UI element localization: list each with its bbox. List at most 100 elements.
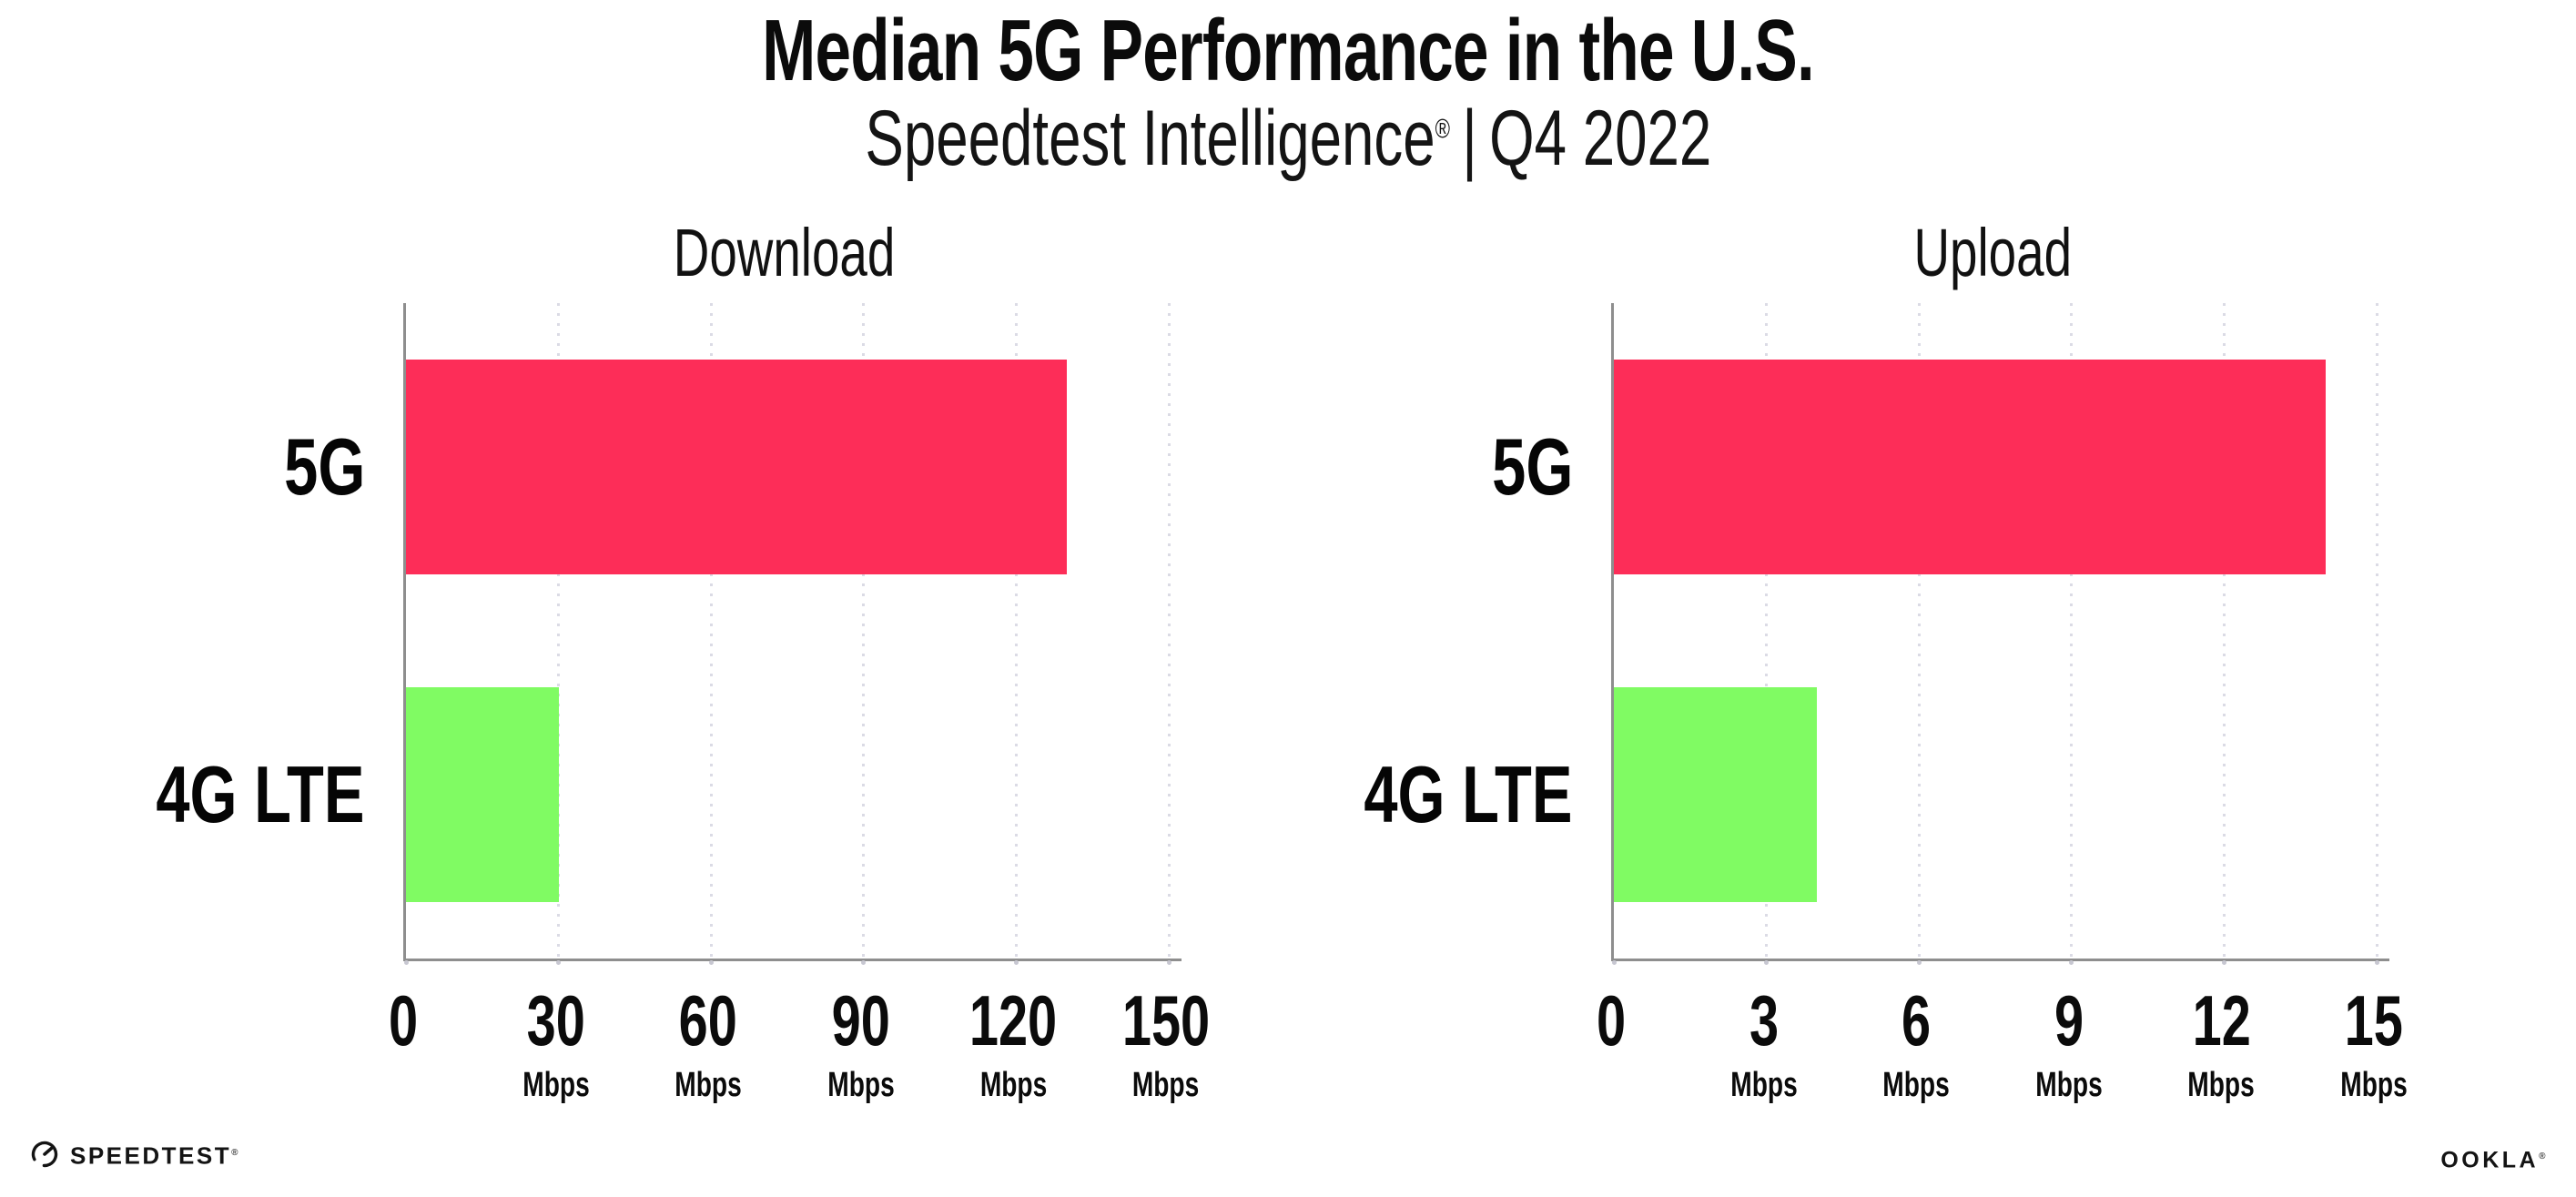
x-tick-label-6: 6 Mbps [1871, 985, 1962, 1103]
tick-mark-90 [861, 960, 867, 965]
gridline-120 [1014, 303, 1018, 959]
speedtest-registered-mark: ® [231, 1147, 240, 1158]
tick-mark-3 [1764, 960, 1770, 965]
x-tick-number-wrap: 12 [2176, 985, 2267, 1056]
x-tick-unit: Mbps [1132, 1066, 1200, 1104]
speedtest-wordmark: SPEEDTEST® [70, 1141, 240, 1170]
x-tick-label-9: 9 Mbps [2023, 985, 2114, 1103]
x-tick-number: 150 [1121, 980, 1211, 1060]
y-axis-label-text: 4G LTE [1364, 749, 1573, 839]
x-tick-unit: Mbps [2340, 1066, 2408, 1104]
x-tick-label-3: 3 Mbps [1719, 985, 1809, 1103]
chart-title-download: Download [403, 217, 1166, 289]
x-tick-unit-wrap: Mbps [2328, 1067, 2419, 1103]
x-tick-unit-wrap: Mbps [1871, 1067, 1962, 1103]
gridline-12 [2222, 303, 2226, 959]
gridline-15 [2375, 303, 2378, 959]
y-axis-label-text: 5G [1491, 421, 1573, 512]
x-tick-unit: Mbps [2035, 1066, 2103, 1104]
gridline-3 [1765, 303, 1769, 959]
tick-mark-15 [2374, 960, 2379, 965]
x-tick-number: 9 [2054, 980, 2084, 1060]
tick-mark-6 [1916, 960, 1922, 965]
tick-mark-12 [2221, 960, 2226, 965]
x-tick-number-wrap: 9 [2023, 985, 2114, 1056]
subtitle-period: Q4 2022 [1488, 95, 1711, 182]
chart-title-text: Upload [1913, 215, 2072, 290]
x-tick-unit-wrap: Mbps [1719, 1067, 1809, 1103]
gridline-9 [2070, 303, 2074, 959]
x-tick-label-0: 0 [383, 985, 422, 1056]
tick-mark-120 [1013, 960, 1019, 965]
x-tick-unit: Mbps [1882, 1066, 1950, 1104]
page-subtitle-text: Speedtest Intelligence® | Q4 2022 [865, 95, 1711, 182]
subtitle-separator: | [1461, 95, 1477, 182]
y-axis-label-4g-lte: 4G LTE [1227, 755, 1573, 835]
x-tick-number-wrap: 3 [1719, 985, 1809, 1056]
speedtest-logo: SPEEDTEST® [30, 1140, 240, 1169]
tick-mark-150 [1166, 960, 1171, 965]
x-tick-unit-wrap: Mbps [664, 1067, 754, 1103]
x-tick-number: 3 [1749, 980, 1779, 1060]
x-tick-number-wrap: 6 [1871, 985, 1962, 1056]
bar-4g-lte [1614, 687, 1818, 902]
tick-mark-30 [556, 960, 562, 965]
x-tick-unit: Mbps [1729, 1066, 1798, 1104]
x-axis-line [1611, 959, 2389, 961]
x-tick-label-15: 15 Mbps [2328, 985, 2419, 1103]
page-title: Median 5G Performance in the U.S. [0, 4, 2576, 98]
ookla-logo: OOKLA® [2440, 1145, 2549, 1172]
x-tick-unit: Mbps [674, 1066, 742, 1104]
ookla-registered-mark: ® [2539, 1151, 2549, 1161]
y-axis-label-5g: 5G [1227, 427, 1573, 507]
registered-mark: ® [1435, 114, 1450, 145]
gridline-150 [1167, 303, 1171, 959]
plot-area-upload [1611, 303, 2389, 965]
x-tick-number-wrap: 90 [816, 985, 906, 1056]
x-tick-label-120: 120 Mbps [954, 985, 1072, 1103]
speedtest-label: SPEEDTEST [70, 1141, 232, 1170]
y-axis-label-text: 5G [283, 421, 365, 512]
x-tick-unit-wrap: Mbps [2176, 1067, 2267, 1103]
tick-mark-60 [708, 960, 714, 965]
tick-mark-9 [2069, 960, 2074, 965]
page-title-text: Median 5G Performance in the U.S. [762, 2, 1815, 99]
gridline-6 [1917, 303, 1921, 959]
x-tick-number: 15 [2344, 980, 2404, 1060]
x-tick-unit: Mbps [2187, 1066, 2256, 1104]
bar-5g [1614, 360, 2327, 574]
x-tick-label-12: 12 Mbps [2176, 985, 2267, 1103]
x-tick-unit: Mbps [522, 1066, 590, 1104]
plot-area-download [403, 303, 1182, 965]
x-tick-unit: Mbps [979, 1066, 1048, 1104]
x-tick-label-150: 150 Mbps [1107, 985, 1225, 1103]
tick-mark-0 [403, 960, 409, 965]
x-tick-label-30: 30 Mbps [511, 985, 601, 1103]
x-tick-number-wrap: 30 [511, 985, 601, 1056]
bar-5g [406, 360, 1068, 574]
x-tick-number: 6 [1902, 980, 1932, 1060]
tick-mark-0 [1611, 960, 1617, 965]
chart-title-upload: Upload [1611, 217, 2374, 289]
gridline-30 [557, 303, 561, 959]
x-axis-line [403, 959, 1182, 961]
x-tick-number-wrap: 150 [1107, 985, 1225, 1056]
subtitle-brand: Speedtest Intelligence [865, 95, 1435, 182]
x-tick-number: 30 [526, 980, 585, 1060]
x-tick-number: 90 [831, 980, 890, 1060]
x-tick-unit-wrap: Mbps [1107, 1067, 1225, 1103]
x-tick-number-wrap: 60 [664, 985, 754, 1056]
x-tick-number-wrap: 15 [2328, 985, 2419, 1056]
x-tick-number: 12 [2192, 980, 2251, 1060]
speedtest-gauge-icon [31, 1141, 58, 1168]
page-subtitle: Speedtest Intelligence® | Q4 2022 [0, 95, 2576, 182]
x-tick-label-0: 0 [1591, 985, 1630, 1056]
ookla-wordmark: OOKLA [2440, 1147, 2540, 1173]
x-tick-number: 0 [1596, 980, 1627, 1060]
x-tick-unit-wrap: Mbps [2023, 1067, 2114, 1103]
x-tick-number: 120 [969, 980, 1058, 1060]
y-axis-label-5g: 5G [19, 427, 365, 507]
chart-title-text: Download [674, 215, 896, 290]
gridline-90 [862, 303, 866, 959]
